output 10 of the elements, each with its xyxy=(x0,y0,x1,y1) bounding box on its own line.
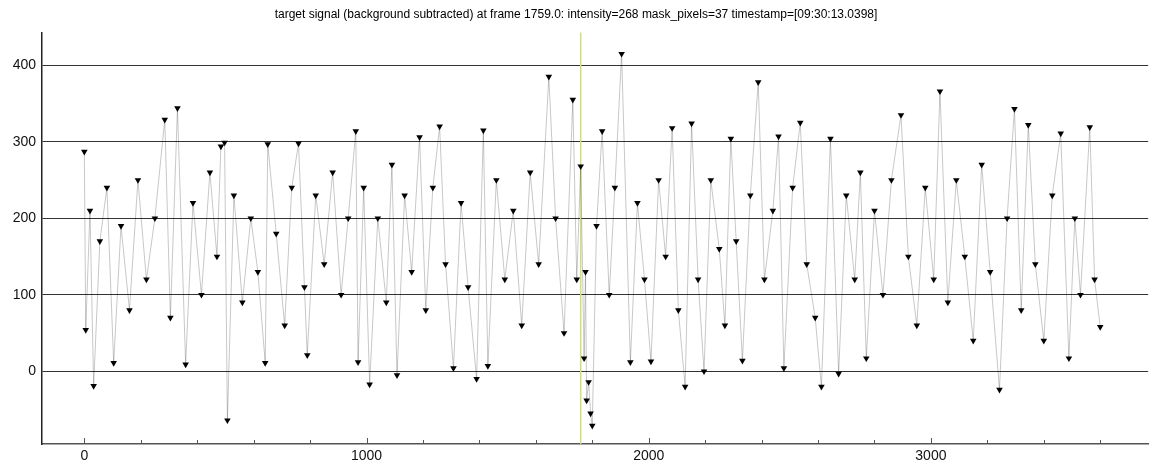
x-tick-label: 2000 xyxy=(633,447,665,464)
y-tick-label: 0 xyxy=(28,362,37,379)
chart-title: target signal (background subtracted) at frame 1759.0: intensity=268 mask_pixels=37 timestamp=[09:30:13.0398] xyxy=(274,6,878,21)
y-tick-label: 400 xyxy=(12,56,37,73)
x-tick-label: 3000 xyxy=(915,447,947,464)
x-tick-label: 0 xyxy=(80,447,89,464)
y-tick-label: 100 xyxy=(12,285,37,302)
y-tick-label: 200 xyxy=(12,209,37,226)
x-tick-label: 1000 xyxy=(350,447,383,464)
y-tick-label: 300 xyxy=(12,132,37,149)
